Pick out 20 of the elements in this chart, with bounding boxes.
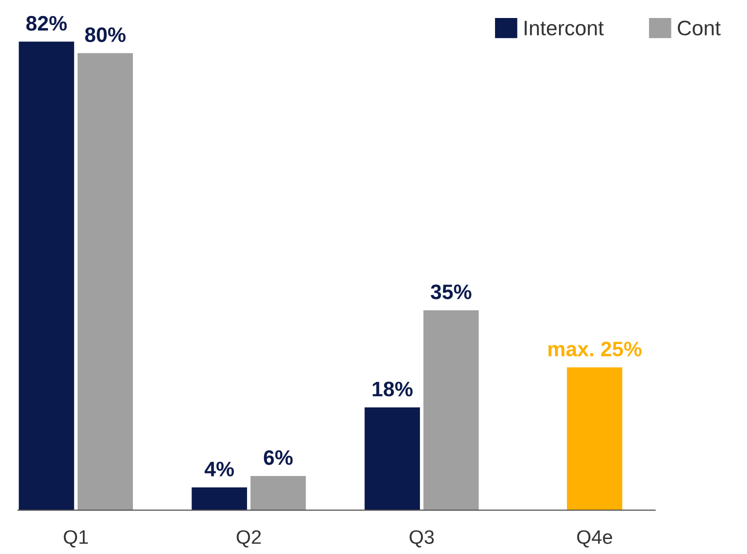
x-tick-label: Q1 [64, 530, 88, 548]
legend-label: Cont [678, 20, 721, 36]
x-tick-label: Q3 [410, 530, 434, 548]
bar [18, 42, 74, 510]
x-tick-label: Q2 [236, 530, 261, 548]
data-label: 80% [85, 27, 126, 42]
x-tick-label: Q4e [577, 530, 612, 548]
data-label: 18% [372, 382, 413, 396]
data-label: 6% [264, 450, 293, 465]
legend-label: Intercont [524, 20, 604, 36]
data-label: max. 25% [548, 342, 642, 356]
bar [566, 367, 622, 510]
data-label: 35% [430, 284, 472, 300]
bar [250, 476, 306, 510]
data-label: 82% [26, 16, 67, 31]
data-label: 4% [204, 462, 234, 476]
bar [364, 407, 420, 510]
bar [78, 53, 133, 510]
bar [192, 487, 248, 510]
bar [423, 310, 479, 510]
